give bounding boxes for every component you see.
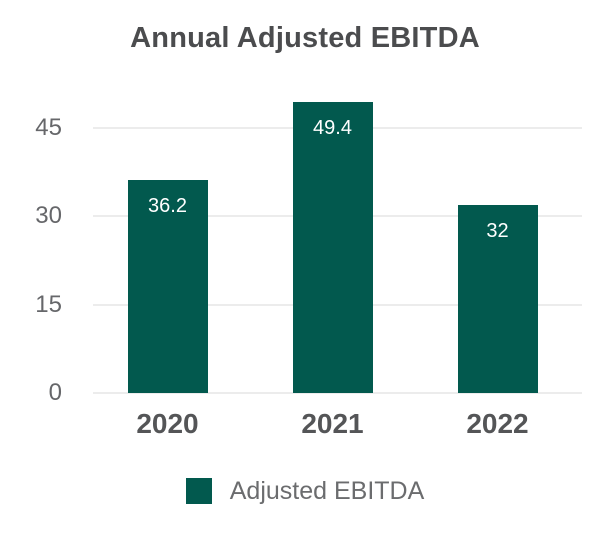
chart-title: Annual Adjusted EBITDA [130,22,480,54]
legend: Adjusted EBITDA [0,478,610,504]
legend-swatch[interactable] [185,478,212,504]
bar-2022: 32 [457,204,538,393]
y-axis-tick-label: 45 [35,114,62,141]
bar-value-label: 49.4 [313,117,352,140]
bar-value-label: 32 [486,219,509,242]
bar-value-label: 36.2 [148,194,187,217]
x-axis-label: 2020 [136,408,199,439]
y-axis-tick-label: 30 [35,202,62,230]
y-axis-tick-label: 15 [35,290,62,318]
bar-2021: 49.4 [292,102,373,393]
x-axis-label: 2022 [466,408,529,439]
gridline [93,392,582,394]
bar-2020: 36.2 [127,179,208,393]
x-axis-label: 2021 [301,408,364,439]
y-axis-tick-label: 0 [48,379,62,406]
legend-label[interactable]: Adjusted EBITDA [229,477,425,505]
